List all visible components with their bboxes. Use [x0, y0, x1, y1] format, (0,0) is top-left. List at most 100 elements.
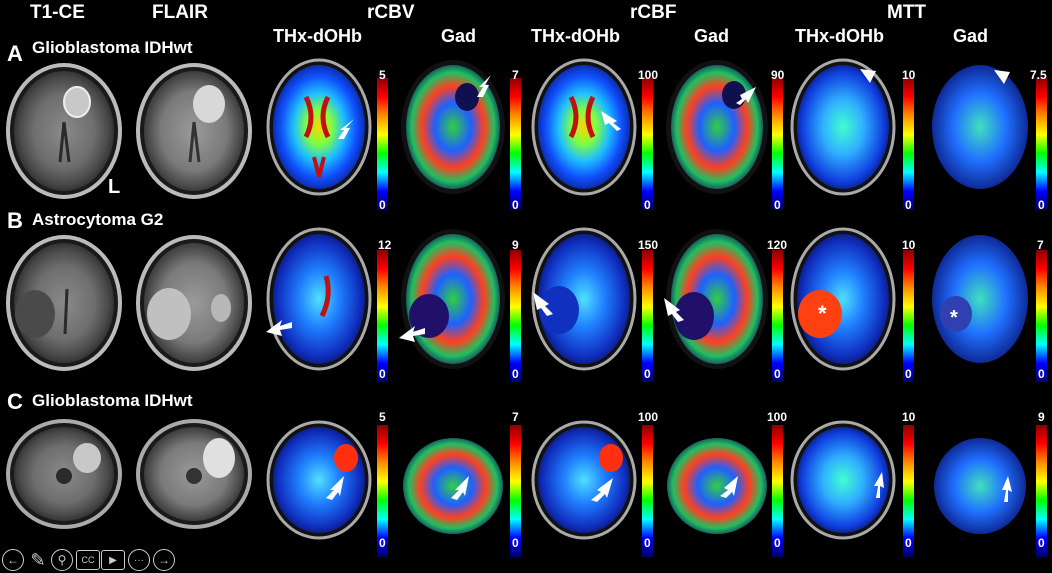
subheader-mtt-thx: THx-dOHb [795, 26, 884, 46]
scale-c-1-top: 5 [379, 410, 386, 424]
scale-b-6-bot: 0 [1038, 367, 1045, 381]
colorbar-c-6 [1036, 425, 1047, 557]
colorbar-b-4 [772, 250, 783, 382]
scale-a-4-top: 90 [771, 68, 785, 82]
zoom-glyph: ⚲ [57, 553, 67, 567]
back-glyph: ← [7, 553, 19, 567]
forward-glyph: → [158, 553, 170, 567]
scale-c-6-bot: 0 [1038, 536, 1045, 550]
scale-a-3-bot: 0 [644, 198, 651, 212]
forward-icon[interactable]: → [153, 549, 175, 571]
scale-a-5-bot: 0 [905, 198, 912, 212]
map-a-rcbv-thx [266, 58, 372, 196]
map-b-rcbf-thx [531, 227, 637, 371]
subheader-rcbf-thx: THx-dOHb [531, 26, 620, 46]
map-b-rcbf-gad [664, 229, 768, 369]
more-icon[interactable]: ··· [128, 549, 150, 571]
scale-b-4-top: 120 [767, 238, 788, 252]
scale-a-6-top: 7.5 [1030, 68, 1047, 82]
pen-icon[interactable]: ✎ [27, 549, 49, 571]
video-icon[interactable]: ▶ [101, 550, 125, 570]
subheader-rcbv-thx: THx-dOHb [273, 26, 362, 46]
map-c-rcbf-thx [531, 420, 637, 540]
row-letter-a: A [7, 41, 23, 66]
colorbar-a-5 [903, 78, 914, 210]
mri-c-t1ce [6, 419, 122, 529]
scale-a-2-bot: 0 [512, 198, 519, 212]
subheader-rcbf-gad: Gad [694, 26, 730, 46]
scale-b-6-top: 7 [1037, 238, 1044, 252]
row-title-c: Glioblastoma IDHwt [32, 391, 193, 410]
map-c-rcbf-gad [667, 438, 767, 534]
scale-b-4-bot: 0 [774, 367, 781, 381]
scale-c-3-bot: 0 [644, 536, 651, 550]
zoom-icon[interactable]: ⚲ [51, 549, 73, 571]
mri-b-flair [136, 235, 252, 371]
row-letter-c: C [7, 389, 23, 414]
scale-b-1-bot: 0 [379, 367, 386, 381]
map-c-rcbv-thx [266, 420, 372, 540]
colorbar-b-6 [1036, 250, 1047, 382]
lesion-marker-b-gad: * [950, 307, 958, 329]
colorbar-b-3 [642, 250, 653, 382]
colorbar-c-4 [772, 425, 783, 557]
map-a-mtt-gad [932, 65, 1028, 189]
map-a-rcbf-gad [666, 60, 768, 194]
map-a-rcbv-gad [401, 60, 505, 194]
header-rcbv: rCBV [367, 2, 415, 23]
colorbar-a-3 [642, 78, 653, 210]
colorbar-c-5 [903, 425, 914, 557]
colorbar-a-2 [510, 78, 521, 210]
mri-a-t1ce [6, 63, 122, 199]
colorbar-b-5 [903, 250, 914, 382]
map-b-mtt-thx: * [790, 227, 896, 371]
row-title-a: Glioblastoma IDHwt [32, 38, 193, 57]
scale-a-3-top: 100 [638, 68, 659, 82]
scale-a-1-bot: 0 [379, 198, 386, 212]
captions-icon[interactable]: CC [76, 550, 100, 570]
map-b-rcbv-gad [399, 229, 505, 369]
scale-b-3-bot: 0 [644, 367, 651, 381]
back-icon[interactable]: ← [2, 549, 24, 571]
scale-c-5-top: 10 [902, 410, 916, 424]
map-b-rcbv-thx [266, 227, 372, 371]
map-b-mtt-gad: * [932, 235, 1028, 363]
scale-a-6-bot: 0 [1038, 198, 1045, 212]
orientation-label: L [108, 176, 121, 198]
mri-c-flair [136, 419, 252, 529]
scale-c-1-bot: 0 [379, 536, 386, 550]
scale-a-4-bot: 0 [774, 198, 781, 212]
scale-b-5-top: 10 [902, 238, 916, 252]
lesion-marker-b-thx: * [818, 301, 827, 326]
header-t1ce: T1-CE [30, 2, 85, 23]
scale-c-6-top: 9 [1038, 410, 1045, 424]
scale-b-1-top: 12 [378, 238, 392, 252]
map-c-mtt-thx [790, 420, 896, 540]
row-letter-b: B [7, 208, 23, 233]
subheader-rcbv-gad: Gad [441, 26, 477, 46]
header-rcbf: rCBF [630, 2, 677, 23]
captions-glyph: CC [81, 555, 95, 565]
more-glyph: ··· [134, 554, 144, 566]
header-flair: FLAIR [152, 2, 208, 23]
scale-c-5-bot: 0 [905, 536, 912, 550]
map-a-mtt-thx [790, 58, 896, 196]
colorbar-b-2 [510, 250, 521, 382]
pen-glyph: ✎ [30, 549, 46, 570]
colorbar-a-6 [1036, 78, 1047, 210]
map-c-rcbv-gad [403, 438, 503, 534]
scale-a-5-top: 10 [902, 68, 916, 82]
colorbar-c-1 [377, 425, 388, 557]
row-title-b: Astrocytoma G2 [32, 210, 164, 229]
video-glyph: ▶ [109, 554, 117, 566]
scale-b-2-top: 9 [512, 238, 519, 252]
header-mtt: MTT [887, 2, 927, 23]
scale-c-3-top: 100 [638, 410, 659, 424]
colorbar-b-1 [377, 250, 388, 382]
scale-b-5-bot: 0 [905, 367, 912, 381]
scale-c-2-top: 7 [512, 410, 519, 424]
scale-c-2-bot: 0 [512, 536, 519, 550]
subheader-mtt-gad: Gad [953, 26, 989, 46]
colorbar-a-4 [772, 78, 783, 210]
scale-c-4-bot: 0 [774, 536, 781, 550]
